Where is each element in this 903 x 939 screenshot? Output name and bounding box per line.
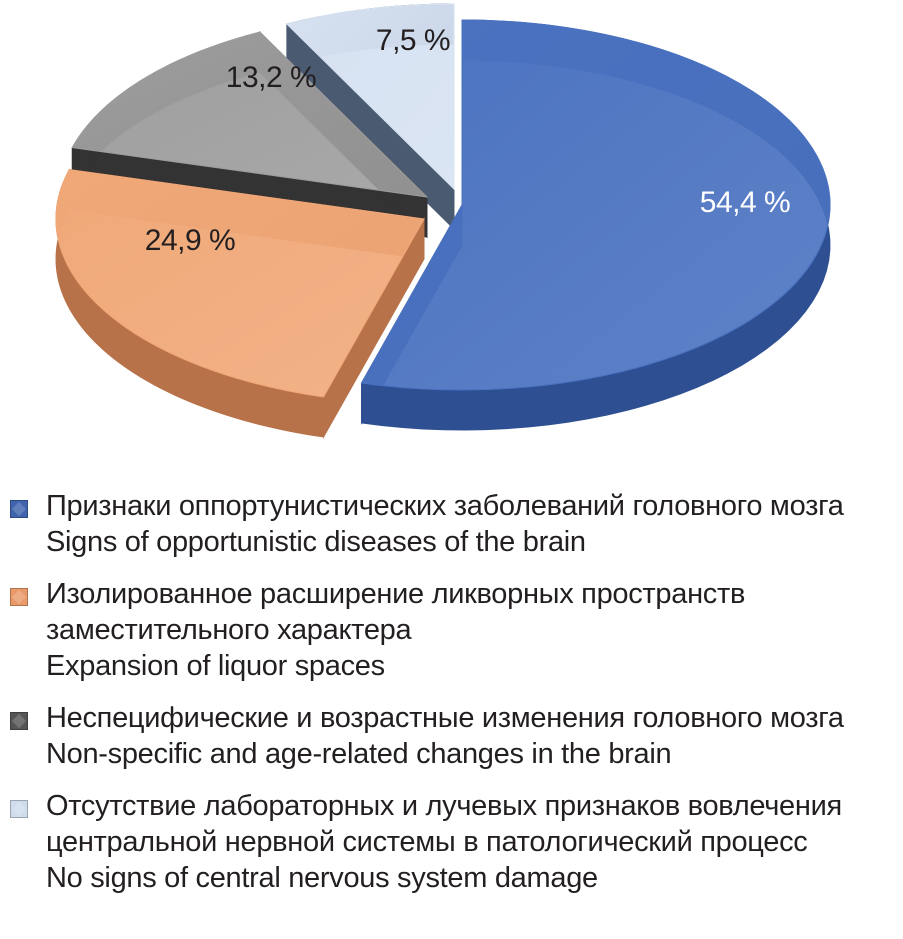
legend-label-ru: Неспецифические и возрастные изменения г… [46, 702, 844, 734]
legend-label-en: Signs of opportunistic diseases of the b… [46, 526, 586, 558]
legend-marker-icon [10, 500, 28, 518]
legend-label-en: Expansion of liquor spaces [46, 650, 385, 682]
pie-slice-0 [360, 19, 831, 431]
legend-label-en: No signs of central nervous system damag… [46, 862, 598, 894]
legend-label-ru: Изолированное расширение ликворных прост… [46, 578, 746, 610]
legend-label-ru: Отсутствие лабораторных и лучевых призна… [46, 790, 842, 822]
slice-value-label-3: 7,5 % [376, 24, 450, 57]
legend: Признаки оппортунистических заболеваний … [0, 488, 903, 912]
pie-slice-3 [285, 3, 455, 231]
legend-label-ru: Признаки оппортунистических заболеваний … [46, 490, 844, 522]
pie-chart: 54,4 % 24,9 % 13,2 % 7,5 % [55, 3, 831, 439]
slice-value-label-0: 54,4 % [700, 186, 790, 219]
legend-label-en: Non-specific and age-related changes in … [46, 738, 672, 770]
legend-item-opportunistic: Признаки оппортунистических заболеваний … [0, 488, 903, 560]
legend-item-no-signs: Отсутствие лабораторных и лучевых призна… [0, 788, 903, 896]
legend-marker-icon [10, 588, 28, 606]
legend-item-nonspecific: Неспецифические и возрастные изменения г… [0, 700, 903, 772]
slice-value-label-1: 24,9 % [145, 224, 235, 257]
legend-label-ru-cont: заместительного характера [46, 614, 412, 646]
legend-marker-icon [10, 712, 28, 730]
legend-marker-icon [10, 800, 28, 818]
slice-value-label-2: 13,2 % [226, 61, 316, 94]
pie-slice-1 [55, 169, 425, 439]
legend-label-ru-cont: центральной нервной системы в патологиче… [46, 826, 808, 858]
legend-item-liquor-spaces: Изолированное расширение ликворных прост… [0, 576, 903, 684]
